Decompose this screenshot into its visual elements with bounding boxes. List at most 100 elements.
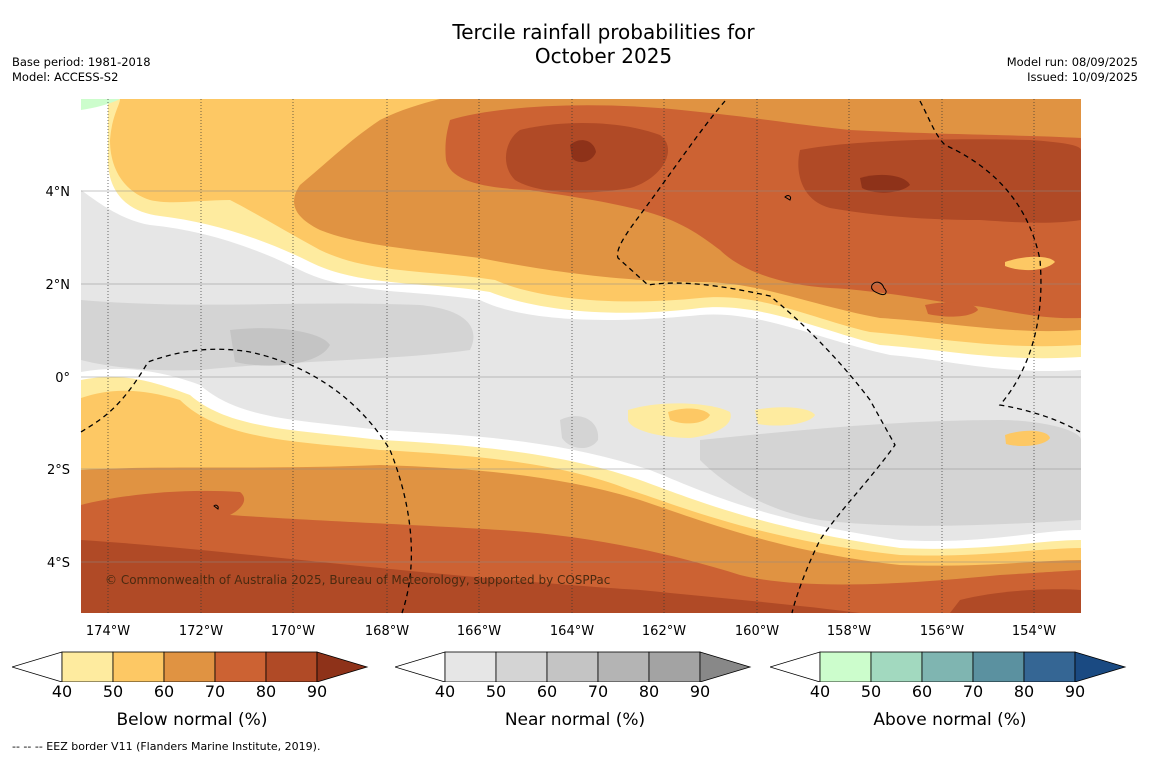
near-normal-patch (560, 416, 599, 449)
longitude-label: 172°W (179, 624, 223, 639)
longitude-label: 158°W (827, 624, 871, 639)
latitude-labels: 4°N 2°N 0° 2°S 4°S (46, 185, 71, 571)
island (213, 504, 219, 510)
colorbar-tick-label: 70 (962, 682, 984, 701)
longitude-label: 160°W (735, 624, 779, 639)
colorbar-tick-label: 50 (860, 682, 882, 701)
below-normal-60 (668, 408, 710, 424)
latitude-label: 4°N (46, 185, 71, 200)
longitude-label: 174°W (86, 624, 130, 639)
model-name: Model: ACCESS-S2 (12, 70, 119, 84)
colorbar-swatch (163, 651, 216, 682)
colorbar-tick-label: 50 (102, 682, 124, 701)
colorbar-swatch (495, 651, 548, 682)
latitude-label: 2°N (46, 278, 71, 293)
longitude-labels: 174°W 172°W 170°W 168°W 166°W 164°W 162°W 160°W… (86, 624, 1056, 639)
colorbar-ticks: 40 50 60 70 80 90 (395, 682, 755, 702)
title-line-2: October 2025 (534, 44, 673, 68)
base-period: Base period: 1981-2018 (12, 55, 151, 69)
title-line-1: Tercile rainfall probabilities for (452, 20, 755, 44)
colorbar-tick-label: 60 (153, 682, 175, 701)
colorbar-swatch (921, 651, 974, 682)
model-run-date: Model run: 08/09/2025 (1006, 55, 1138, 69)
colorbar-swatch (265, 651, 318, 682)
colorbar-swatch (870, 651, 923, 682)
latitude-lines (81, 190, 1081, 563)
colorbar-swatch (61, 651, 114, 682)
colorbar-tick-label: 50 (485, 682, 507, 701)
colorbar-ticks: 40 50 60 70 80 90 (12, 682, 372, 702)
longitude-label: 154°W (1012, 624, 1056, 639)
below-normal-90 (950, 589, 1081, 613)
colorbar-swatch (546, 651, 599, 682)
colorbar-swatch (819, 651, 872, 682)
colorbar-over-arrow (1074, 651, 1127, 682)
colorbar-tick-label: 80 (1013, 682, 1035, 701)
colorbar-title: Above normal (%) (873, 710, 1027, 730)
eez-border-line (80, 348, 413, 614)
longitude-label: 162°W (642, 624, 686, 639)
colorbar-over-arrow (699, 651, 752, 682)
island (784, 195, 791, 201)
latitude-label: 0° (55, 371, 70, 386)
eez-border-line (919, 100, 1081, 433)
island (871, 281, 887, 295)
latitude-label: 2°S (47, 463, 70, 478)
colorbar-swatches (770, 651, 1127, 682)
islands (213, 195, 887, 510)
colorbar-swatch (972, 651, 1025, 682)
below-normal-90-plus (860, 174, 910, 193)
map-field (81, 99, 1081, 613)
below-normal-90-plus (570, 140, 596, 163)
colorbar-under-arrow (12, 651, 63, 682)
issued-date: Issued: 10/09/2025 (1027, 70, 1138, 84)
colorbar-ticks: 40 50 60 70 80 90 (770, 682, 1130, 702)
colorbar-tick-label: 60 (536, 682, 558, 701)
below-normal-50 (755, 407, 815, 426)
colorbar-swatch (1023, 651, 1076, 682)
below-normal-90 (798, 139, 1081, 223)
colorbar-swatches (395, 651, 752, 682)
colorbar-under-arrow (770, 651, 821, 682)
colorbar-swatch (112, 651, 165, 682)
colorbar-swatch (214, 651, 267, 682)
colorbar-above-normal: 40 50 60 70 80 90 Above normal (%) (770, 648, 1130, 730)
colorbar-swatch (444, 651, 497, 682)
colorbar-tick-label: 90 (306, 682, 328, 701)
model-info: Base period: 1981-2018 Model: ACCESS-S2 (12, 55, 151, 85)
colorbar-tick-label: 90 (1064, 682, 1086, 701)
below-normal-60 (1005, 256, 1055, 271)
colorbar-below-normal: 40 50 60 70 80 90 Below normal (%) (12, 648, 372, 730)
colorbar-tick-label: 80 (255, 682, 277, 701)
colorbar-tick-label: 40 (51, 682, 73, 701)
below-normal-90 (81, 540, 860, 613)
colorbar-tick-label: 40 (809, 682, 831, 701)
colorbar-tick-label: 60 (911, 682, 933, 701)
near-normal-patch (700, 420, 1081, 526)
below-normal-60 (1005, 430, 1050, 446)
colorbar-near-normal: 40 50 60 70 80 90 Near normal (%) (395, 648, 755, 730)
colorbar-tick-label: 90 (689, 682, 711, 701)
colorbar-swatches (12, 651, 369, 682)
copyright-text: © Commonwealth of Australia 2025, Bureau… (105, 573, 610, 587)
colorbar-under-arrow (395, 651, 446, 682)
probability-map: 4°N 2°N 0° 2°S 4°S 174°W 172°W 170°W 168°W 166°W… (46, 99, 1081, 639)
near-normal-patch (230, 328, 330, 366)
colorbar-tick-label: 80 (638, 682, 660, 701)
colorbar-tick-label: 70 (204, 682, 226, 701)
latitude-label: 4°S (47, 556, 70, 571)
above-normal-50 (81, 99, 120, 110)
colorbar-title: Near normal (%) (504, 710, 646, 730)
below-normal-80 (925, 302, 978, 317)
eez-legend-note: -- -- -- EEZ border V11 (Flanders Marine… (12, 740, 321, 753)
longitude-label: 164°W (550, 624, 594, 639)
colorbar-tick-label: 40 (434, 682, 456, 701)
longitude-label: 168°W (365, 624, 409, 639)
colorbar-swatch (597, 651, 650, 682)
colorbar-tick-label: 70 (587, 682, 609, 701)
colorbar-title: Below normal (%) (116, 710, 268, 730)
eez-border-line (616, 100, 896, 614)
colorbar-swatch (648, 651, 701, 682)
longitude-label: 170°W (271, 624, 315, 639)
longitude-label: 156°W (920, 624, 964, 639)
